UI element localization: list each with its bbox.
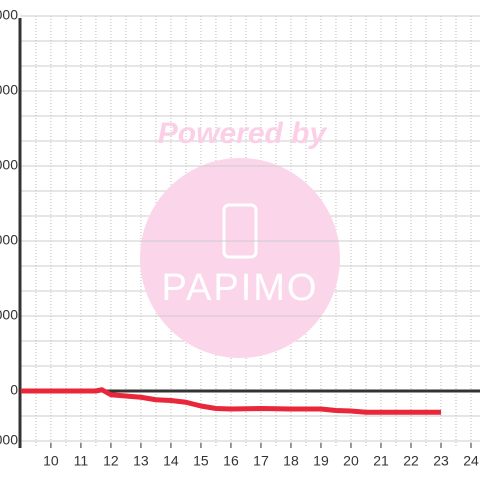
y-tick-label: 30,000 xyxy=(0,307,18,323)
x-tick-label: 12 xyxy=(103,453,119,469)
x-tick-label: 13 xyxy=(133,453,149,469)
y-tick-label: 120,000 xyxy=(0,82,18,98)
x-tick-label: 21 xyxy=(373,453,389,469)
x-tick-label: 23 xyxy=(433,453,449,469)
y-tick-label: -20,000 xyxy=(0,432,18,448)
x-tick-label: 24 xyxy=(463,453,479,469)
y-tick-label: 60,000 xyxy=(0,232,18,248)
y-tick-label: 0 xyxy=(10,382,18,398)
watermark-title: Powered by xyxy=(158,117,328,150)
x-tick-label: 10 xyxy=(43,453,59,469)
x-tick-label: 14 xyxy=(163,453,179,469)
watermark-logo: PAPIMO xyxy=(162,267,319,309)
y-tick-label: 150,000 xyxy=(0,7,18,23)
watermark-icon xyxy=(222,203,258,259)
watermark: Powered by PAPIMO xyxy=(140,117,340,358)
x-tick-label: 15 xyxy=(193,453,209,469)
x-tick-label: 11 xyxy=(74,453,89,469)
x-tick-label: 22 xyxy=(403,453,419,469)
x-tick-label: 16 xyxy=(223,453,239,469)
series-line xyxy=(20,387,441,415)
y-tick-label: 90,000 xyxy=(0,157,18,173)
x-tick-label: 18 xyxy=(283,453,299,469)
x-tick-label: 19 xyxy=(313,453,329,469)
x-tick-label: 20 xyxy=(343,453,359,469)
x-tick-label: 17 xyxy=(253,453,269,469)
